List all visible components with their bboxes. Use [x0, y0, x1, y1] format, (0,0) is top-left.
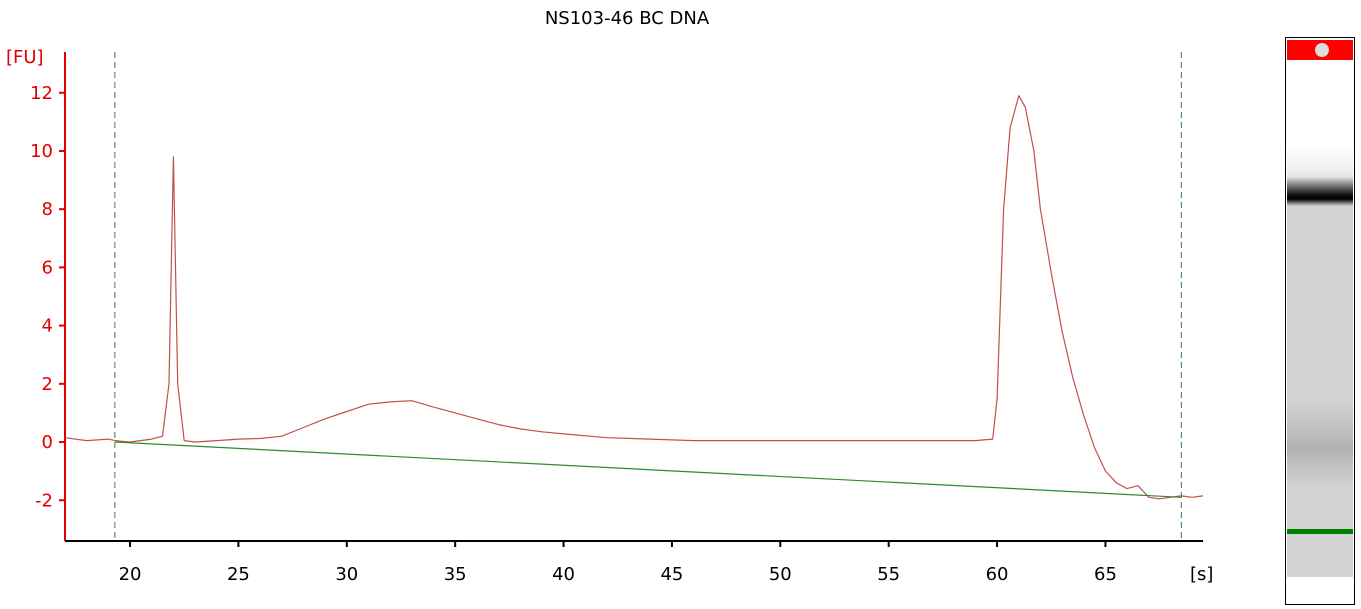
x-tick-label: 25 [227, 564, 250, 585]
gel-lane-panel [1285, 37, 1355, 605]
x-axis-ticks: 20 25 30 35 40 45 50 55 60 65 [119, 541, 1117, 585]
chart-series [64, 95, 1204, 500]
x-axis-unit-label: [s] [1190, 564, 1213, 585]
y-axis-ticks: -2 0 2 4 6 8 10 12 [30, 83, 65, 511]
y-tick-label: -2 [35, 490, 53, 511]
region-markers [114, 52, 1182, 541]
fluorescence-trace [64, 95, 1204, 500]
chart-title: NS103-46 BC DNA [545, 8, 710, 29]
gel-band-smear [1287, 398, 1353, 488]
x-tick-label: 40 [552, 564, 575, 585]
x-tick-label: 65 [1094, 564, 1117, 585]
x-tick-label: 35 [444, 564, 467, 585]
x-tick-label: 20 [119, 564, 142, 585]
gel-band-lower-marker [1287, 529, 1353, 534]
gel-marker-dot [1315, 43, 1329, 57]
y-axis-unit-label: [FU] [6, 47, 44, 68]
y-tick-label: 8 [42, 199, 53, 220]
y-tick-label: 2 [42, 374, 53, 395]
chart-axes [64, 52, 1203, 542]
x-tick-label: 45 [660, 564, 683, 585]
gel-top-marker-band [1287, 40, 1353, 60]
x-tick-label: 60 [986, 564, 1009, 585]
y-tick-label: 6 [42, 257, 53, 278]
x-tick-label: 55 [877, 564, 900, 585]
y-tick-label: 4 [42, 316, 53, 337]
y-tick-label: 12 [30, 83, 53, 104]
y-tick-label: 10 [30, 141, 53, 162]
gel-band-upper-marker [1287, 178, 1353, 206]
y-tick-label: 0 [42, 432, 53, 453]
gel-lane-background [1287, 163, 1353, 577]
x-tick-label: 50 [769, 564, 792, 585]
x-tick-label: 30 [335, 564, 358, 585]
baseline-line [114, 441, 1182, 498]
